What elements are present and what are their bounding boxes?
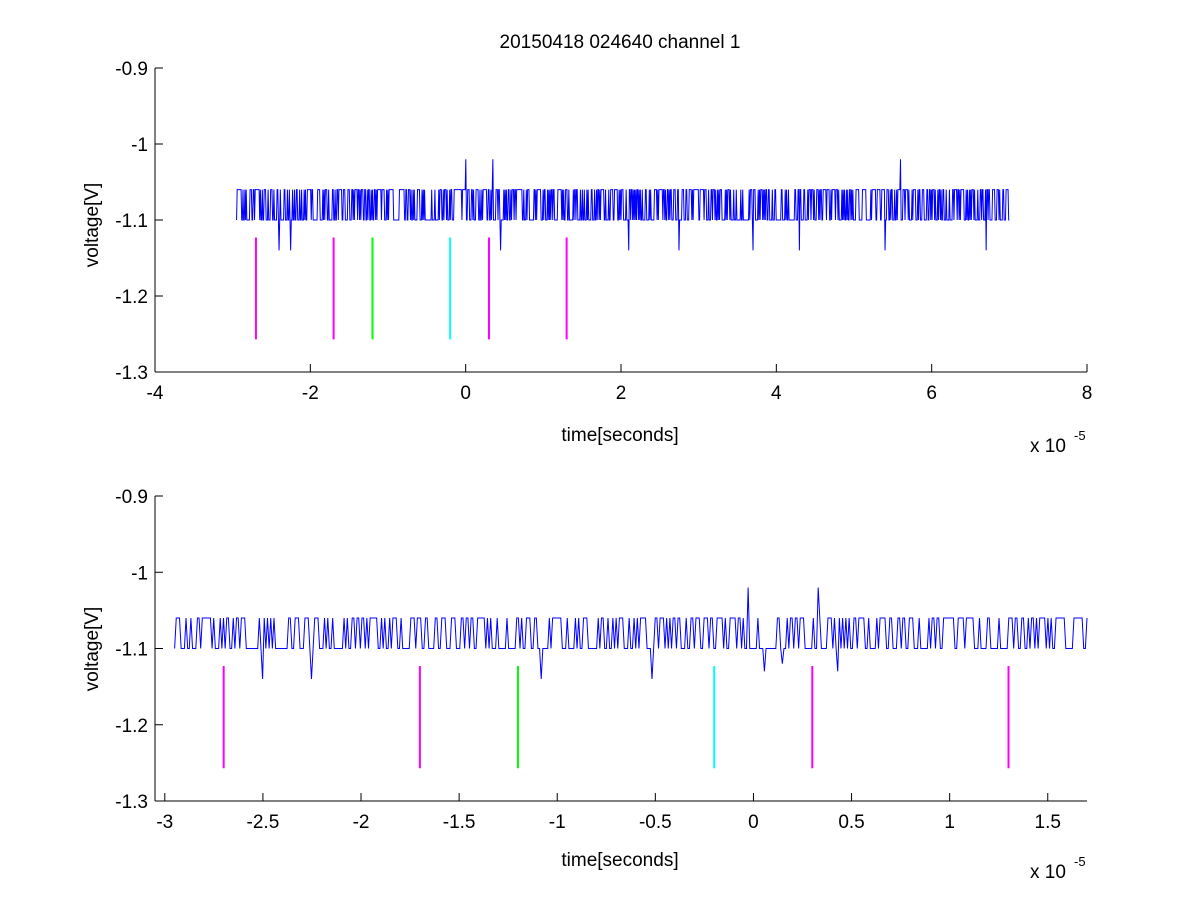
top-y-axis-label: voltage[V] (82, 183, 103, 268)
bottom-xtick-label: -2 (353, 812, 370, 833)
top-x-axis-label: time[seconds] (561, 425, 678, 446)
top-signal-layer (236, 159, 1010, 251)
top-ytick-label: -1.2 (115, 287, 148, 308)
top-ytick-label: -1.1 (115, 211, 148, 232)
bottom-ytick-label: -1.3 (115, 792, 148, 813)
bottom-markers-layer (222, 666, 1010, 769)
top-x-exponent-label: x 10 (1030, 436, 1066, 457)
top-x-exponent: -5 (1074, 428, 1086, 443)
bottom-x-exponent: -5 (1074, 854, 1086, 869)
top-ytick-label: -1 (131, 135, 148, 156)
top-xtick-label: 6 (926, 383, 937, 404)
bottom-x-axis-label: time[seconds] (561, 850, 678, 871)
bottom-plot: -3 -2.5 -2 -1.5 -1 -0.5 0 0.5 1 1.5 -1.3-1.2-1.1-… (82, 487, 1088, 883)
bottom-xtick-label: -0.5 (639, 812, 672, 833)
top-xtick-label: 2 (616, 383, 627, 404)
bottom-signal-line (174, 587, 1088, 680)
top-xtick-label: 0 (460, 383, 471, 404)
bottom-yticks: -1.3 -1.2 -1.1 -1 -0.9 (115, 487, 163, 813)
top-xtick-label: 4 (771, 383, 782, 404)
bottom-xtick-label: 1 (944, 812, 955, 833)
bottom-ytick-label: -1 (131, 563, 148, 584)
top-xtick-label: -4 (147, 383, 164, 404)
bottom-ytick-label: -1.2 (115, 716, 148, 737)
figure-title: 20150418 024640 channel 1 (500, 32, 741, 53)
bottom-x-exponent-label: x 10 (1030, 862, 1066, 883)
top-xticks: -4 -2 0 2 4 6 8 (147, 364, 1093, 404)
top-xtick-label: -2 (302, 383, 319, 404)
bottom-signal-layer (174, 587, 1088, 680)
top-xtick-label: 8 (1082, 383, 1093, 404)
bottom-xtick-label: 0 (748, 812, 759, 833)
bottom-xtick-label: 0.5 (838, 812, 864, 833)
bottom-xtick-label: -3 (156, 812, 173, 833)
bottom-xticks: -3 -2.5 -2 -1.5 -1 -0.5 0 0.5 1 1.5 (156, 793, 1061, 833)
bottom-xtick-label: -1 (549, 812, 566, 833)
bottom-xtick-label: 1.5 (1035, 812, 1061, 833)
top-signal-line (236, 159, 1010, 251)
bottom-xtick-label: -2.5 (247, 812, 280, 833)
top-markers-layer (254, 237, 568, 340)
bottom-ytick-label: -0.9 (115, 487, 148, 508)
bottom-y-axis-label: voltage[V] (82, 607, 103, 692)
top-ytick-label: -0.9 (115, 59, 148, 80)
bottom-ytick-label: -1.1 (115, 640, 148, 661)
top-plot: -4 -2 0 2 4 6 8 -1.3 -1.2 -1.1 -1 -0.9 time[second… (82, 59, 1092, 457)
top-yticks: -1.3 -1.2 -1.1 -1 -0.9 (115, 59, 163, 384)
bottom-xtick-label: -1.5 (443, 812, 476, 833)
top-ytick-label: -1.3 (115, 363, 148, 384)
